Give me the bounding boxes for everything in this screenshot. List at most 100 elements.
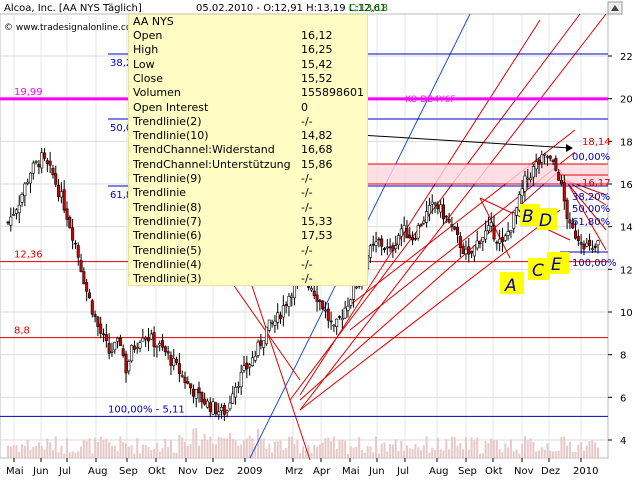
- volume-bar: [122, 442, 125, 458]
- volume-bar: [254, 445, 257, 458]
- volume-bar: [279, 440, 282, 458]
- tooltip-row: Low 15,42: [133, 58, 363, 72]
- tooltip-row: Trendlinie(4) -/-: [133, 258, 363, 272]
- candle-body: [152, 332, 156, 347]
- candle-body: [96, 316, 100, 327]
- tooltip-row-label: Low: [133, 57, 155, 71]
- x-tick-label: Nov: [514, 466, 534, 477]
- candle-body: [121, 348, 125, 356]
- candle-body: [175, 358, 179, 363]
- candle-body: [54, 173, 58, 185]
- candle-body: [585, 242, 589, 247]
- y-tick-label: 22: [620, 52, 633, 63]
- candle-body: [51, 167, 55, 176]
- volume-bar: [324, 438, 327, 458]
- volume-bar: [302, 446, 304, 458]
- candle-body: [26, 181, 30, 184]
- candle-body: [161, 340, 165, 348]
- volume-bar: [400, 440, 403, 458]
- candle-body: [520, 188, 524, 197]
- tooltip-row-value: 15,42: [301, 57, 333, 71]
- fib-label-right: 00,00%: [572, 152, 610, 163]
- volume-bar: [335, 448, 338, 458]
- volume-bar: [591, 439, 594, 458]
- arrow-head-icon: [566, 144, 573, 152]
- volume-bar: [18, 451, 21, 458]
- candle-body: [329, 320, 333, 323]
- candle-body: [349, 299, 353, 306]
- candle-body: [517, 194, 521, 211]
- volume-bar: [245, 438, 248, 458]
- tooltip-row: Trendlinie(10) 14,82: [133, 129, 363, 143]
- tooltip-row-value: -/-: [301, 272, 313, 286]
- candle-body: [127, 361, 131, 372]
- candle-body: [166, 351, 170, 354]
- volume-bar: [321, 442, 324, 458]
- volume-bar: [136, 437, 139, 458]
- volume-bar: [43, 449, 46, 458]
- candle-body: [267, 319, 271, 331]
- candle-body: [34, 161, 38, 163]
- trendline: [299, 13, 607, 411]
- candle-body: [411, 236, 415, 241]
- tooltip-row-label: Trendlinie(5): [133, 243, 202, 257]
- volume-bar: [153, 449, 156, 458]
- x-tick-label: Dez: [541, 466, 560, 477]
- volume-bar: [144, 445, 147, 458]
- tooltip-row-value: 15,33: [301, 214, 333, 228]
- volume-bar: [9, 446, 12, 458]
- candle-body: [217, 411, 221, 416]
- candle-body: [394, 245, 398, 249]
- volume-bar: [330, 441, 333, 458]
- close-readout: C:13,18: [349, 3, 388, 14]
- candle-body: [180, 375, 184, 377]
- candle-body: [323, 309, 327, 312]
- candle-body: [523, 175, 527, 192]
- candle-body: [478, 242, 482, 245]
- wave-label-b: B: [522, 207, 534, 227]
- fib-label-right: 18,14: [582, 137, 611, 148]
- candle-body: [486, 225, 490, 231]
- candle-body: [40, 152, 44, 169]
- volume-bar: [358, 436, 361, 458]
- volume-bar: [80, 446, 83, 458]
- candle-body: [529, 177, 533, 181]
- candle-body: [132, 345, 136, 350]
- volume-bar: [248, 435, 251, 458]
- trendline: [564, 179, 607, 231]
- volume-bar: [442, 450, 445, 458]
- y-tick-label: 18: [620, 137, 633, 148]
- volume-bar: [299, 453, 302, 458]
- fib-label-right: 50,00%: [572, 204, 610, 215]
- volume-bar: [467, 449, 470, 458]
- volume-bar: [178, 434, 181, 458]
- candle-body: [82, 271, 86, 285]
- candle-body: [281, 305, 285, 318]
- volume-bar: [493, 440, 496, 458]
- tooltip-row-value: 16,68: [301, 143, 333, 157]
- candle-body: [57, 184, 61, 198]
- x-tick-label: Mai: [342, 466, 360, 477]
- volume-bar: [161, 447, 164, 458]
- candle-body: [234, 387, 238, 398]
- volume-bar: [304, 449, 307, 458]
- volume-bar: [313, 444, 316, 458]
- candle-body: [551, 159, 555, 162]
- tooltip-row: Trendlinie(9) -/-: [133, 172, 363, 186]
- volume-bar: [560, 437, 563, 458]
- volume-bar: [130, 445, 133, 458]
- ohlc-readout: 05.02.2010 - O:12,91 H:13,19 L:12,61: [196, 3, 386, 14]
- volume-bar: [594, 442, 597, 458]
- fib-label-left: 61,8: [110, 190, 132, 201]
- candle-body: [495, 241, 499, 244]
- x-tick-label: Jul: [396, 466, 409, 477]
- tooltip-row: Trendlinie(2) -/-: [133, 115, 363, 129]
- volume-bar: [259, 438, 262, 458]
- candle-body: [309, 288, 313, 291]
- candle-body: [23, 183, 27, 197]
- volume-bar: [296, 440, 299, 458]
- candle-body: [163, 346, 167, 353]
- candle-body: [433, 202, 437, 205]
- candle-body: [135, 347, 139, 349]
- volume-bar: [94, 437, 97, 458]
